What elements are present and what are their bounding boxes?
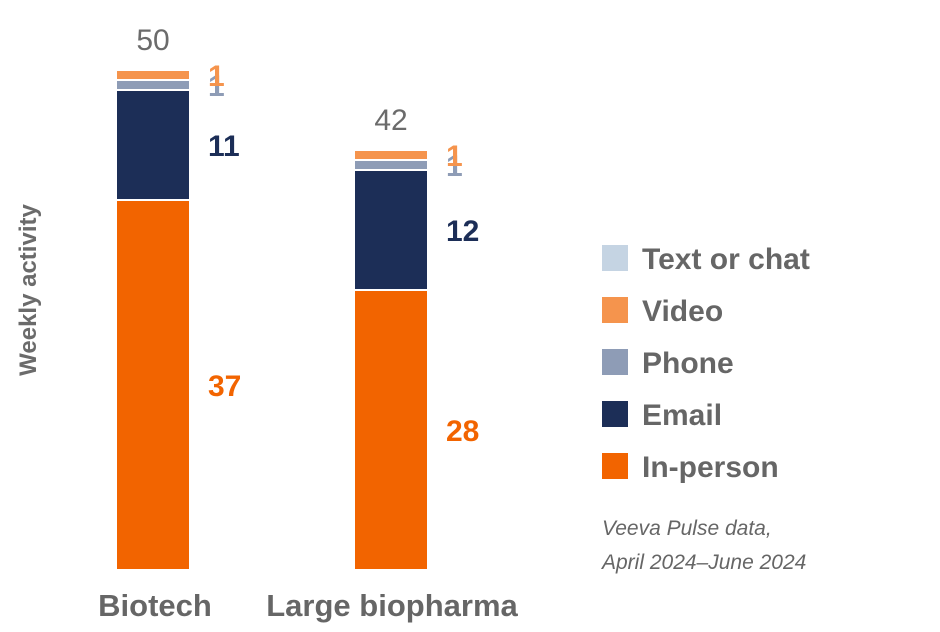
bar-large-biopharma-in-person xyxy=(353,289,429,571)
bar-biotech-video xyxy=(115,69,191,81)
category-label-biotech: Biotech xyxy=(98,588,212,623)
legend-label-in-person: In-person xyxy=(642,451,779,484)
data-label-biotech-email: 11 xyxy=(208,130,240,163)
data-label-large-biopharma-email: 12 xyxy=(446,215,479,248)
bar-biotech-in-person xyxy=(115,199,191,571)
legend-label-text-or-chat: Text or chat xyxy=(642,243,810,276)
legend-swatch-in-person xyxy=(602,453,628,479)
legend-swatch-email xyxy=(602,401,628,427)
data-label-biotech-video: 1 xyxy=(208,60,225,93)
bar-large-biopharma-video xyxy=(353,149,429,161)
bar-large-biopharma-phone xyxy=(353,159,429,171)
source-note-line-2: April 2024–June 2024 xyxy=(600,551,806,574)
total-label-large-biopharma: 42 xyxy=(374,104,407,137)
legend-swatch-video xyxy=(602,297,628,323)
data-label-large-biopharma-video: 1 xyxy=(446,140,463,173)
y-axis-label: Weekly activity xyxy=(15,204,42,376)
legend: Text or chat Video Phone Email In-person xyxy=(602,243,810,484)
legend-label-video: Video xyxy=(642,295,723,328)
legend-label-email: Email xyxy=(642,399,722,432)
bar-large-biopharma-email xyxy=(353,169,429,291)
legend-swatch-text-or-chat xyxy=(602,245,628,271)
total-label-biotech: 50 xyxy=(136,24,169,57)
bar-biotech-phone xyxy=(115,79,191,91)
category-label-large-biopharma: Large biopharma xyxy=(266,588,518,623)
legend-swatch-phone xyxy=(602,349,628,375)
data-label-large-biopharma-phone: 1 xyxy=(446,150,463,183)
data-label-biotech-in-person: 37 xyxy=(208,370,241,403)
legend-label-phone: Phone xyxy=(642,347,734,380)
data-label-large-biopharma-in-person: 28 xyxy=(446,415,479,448)
source-note-line-1: Veeva Pulse data, xyxy=(602,517,772,540)
data-label-biotech-phone: 1 xyxy=(208,70,225,103)
bar-biotech-email xyxy=(115,89,191,201)
